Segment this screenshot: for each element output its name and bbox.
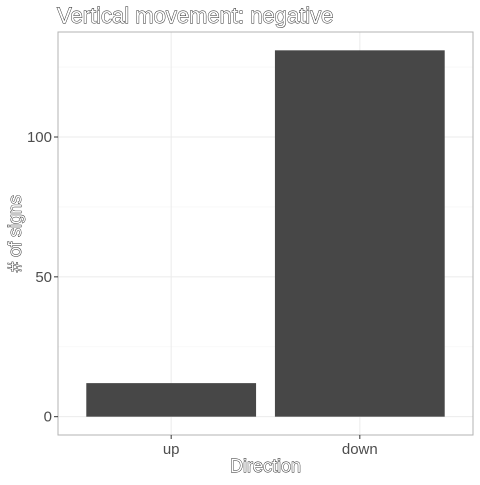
x-axis-title: Direction <box>230 456 301 476</box>
x-tick-label: up <box>163 441 180 458</box>
panel-border <box>57 31 474 436</box>
chart-title: Vertical movement: negative <box>57 3 333 28</box>
y-tick-label: 50 <box>35 269 52 286</box>
y-tick-label: 100 <box>27 129 52 146</box>
y-axis-title: # of signs <box>5 195 25 272</box>
y-tick-label: 0 <box>44 409 52 426</box>
bars <box>86 50 445 417</box>
x-tick-label: down <box>342 441 378 458</box>
x-axis: up down <box>163 435 378 458</box>
y-axis: 0 50 100 <box>27 129 58 426</box>
bar-up <box>86 383 257 417</box>
bar-down <box>274 50 445 417</box>
